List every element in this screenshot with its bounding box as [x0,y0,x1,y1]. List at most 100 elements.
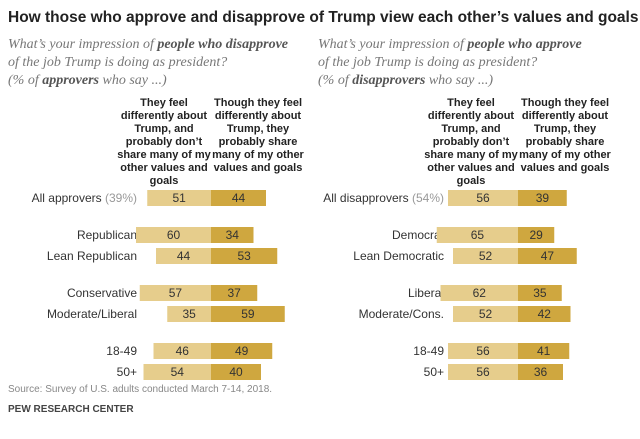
category-label: 18-49 [413,344,444,358]
value-label: 52 [479,249,493,263]
category-label: Liberal [408,286,444,300]
value-label: 44 [177,249,191,263]
bar [211,364,261,380]
legend-entry: Though they feel differently about Trump, … [212,97,304,174]
bar [518,227,555,243]
value-label: 59 [241,307,255,321]
value-label: 39 [536,191,550,205]
category-label: All disapprovers (54%) [323,191,444,205]
bar [453,306,518,322]
category-label: Moderate/Liberal [47,307,137,321]
bar [211,190,266,206]
chart-title: How those who approve and disapprove of … [8,9,638,26]
value-label: 53 [237,249,251,263]
category-label: All approvers (39%) [32,191,137,205]
category-name: Lean Democratic [353,249,444,263]
bar [143,364,211,380]
note-emphasis: disapprovers [352,73,426,88]
bar [211,343,273,359]
value-label: 35 [182,307,196,321]
value-label: 57 [169,286,183,300]
bar [136,227,211,243]
bar [153,343,211,359]
note-emphasis: approvers [42,73,99,88]
legend-entry: They feel differently about Trump, and prob… [117,97,211,187]
value-label: 46 [176,344,190,358]
bar [448,190,518,206]
question-text: What’s your impression of [318,37,467,52]
category-label: Lean Democratic [353,249,444,263]
category-name: 18-49 [413,344,444,358]
category-name: Moderate/Liberal [47,307,137,321]
category-name: Republican [77,228,137,242]
value-label: 36 [534,365,548,379]
value-label: 56 [476,344,490,358]
value-label: 62 [473,286,487,300]
value-label: 51 [172,191,186,205]
credit: PEW RESEARCH CENTER [8,404,134,415]
value-label: 65 [471,228,485,242]
question: What’s your impression of people who dis… [8,37,288,52]
bar [518,285,562,301]
value-label: 35 [533,286,547,300]
category-name: 50+ [424,365,444,379]
bar [448,343,518,359]
category-label: 18-49 [106,344,137,358]
bar [518,190,567,206]
category-name: Conservative [67,286,137,300]
bar [211,248,278,264]
bar [448,364,518,380]
category-label: Conservative [67,286,137,300]
bar [518,343,570,359]
category-label: Moderate/Cons. [359,307,444,321]
value-label: 54 [171,365,185,379]
value-label: 29 [529,228,543,242]
bar [211,306,285,322]
note: (% of approvers who say ...) [8,73,167,88]
category-note: (54%) [412,191,444,205]
category-name: Democrat [392,228,445,242]
bar [518,364,563,380]
note-text: who say ...) [425,73,493,88]
value-label: 41 [537,344,551,358]
category-label: 50+ [424,365,444,379]
question-text: What’s your impression of [8,37,157,52]
question: of the job Trump is doing as president? [8,55,227,70]
bar [440,285,518,301]
value-label: 56 [476,191,490,205]
bar [518,306,571,322]
bar [211,227,254,243]
category-name: All approvers [32,191,102,205]
note-text: (% of [8,73,42,88]
question: of the job Trump is doing as president? [318,55,537,70]
value-label: 56 [476,365,490,379]
question-emphasis: people who disapprove [156,37,288,52]
category-name: Moderate/Cons. [359,307,444,321]
category-name: Liberal [408,286,444,300]
value-label: 47 [541,249,555,263]
category-name: All disapprovers [323,191,408,205]
source: Source: Survey of U.S. adults conducted … [8,384,272,395]
value-label: 40 [229,365,243,379]
value-label: 52 [479,307,493,321]
legend-entry: They feel differently about Trump, and prob… [424,97,518,187]
bar [139,285,211,301]
note-text: who say ...) [99,73,167,88]
bar [518,248,577,264]
category-name: Lean Republican [47,249,137,263]
bar [436,227,518,243]
legend-entry: Though they feel differently about Trump, … [519,97,611,174]
category-label: 50+ [117,365,137,379]
note: (% of disapprovers who say ...) [318,73,493,88]
value-label: 49 [235,344,249,358]
bar [211,285,258,301]
bar [156,248,211,264]
value-label: 37 [227,286,241,300]
bar [147,190,211,206]
category-label: Democrat [392,228,445,242]
category-label: Lean Republican [47,249,137,263]
category-label: Republican [77,228,137,242]
question: What’s your impression of people who app… [318,37,582,52]
value-label: 42 [538,307,552,321]
